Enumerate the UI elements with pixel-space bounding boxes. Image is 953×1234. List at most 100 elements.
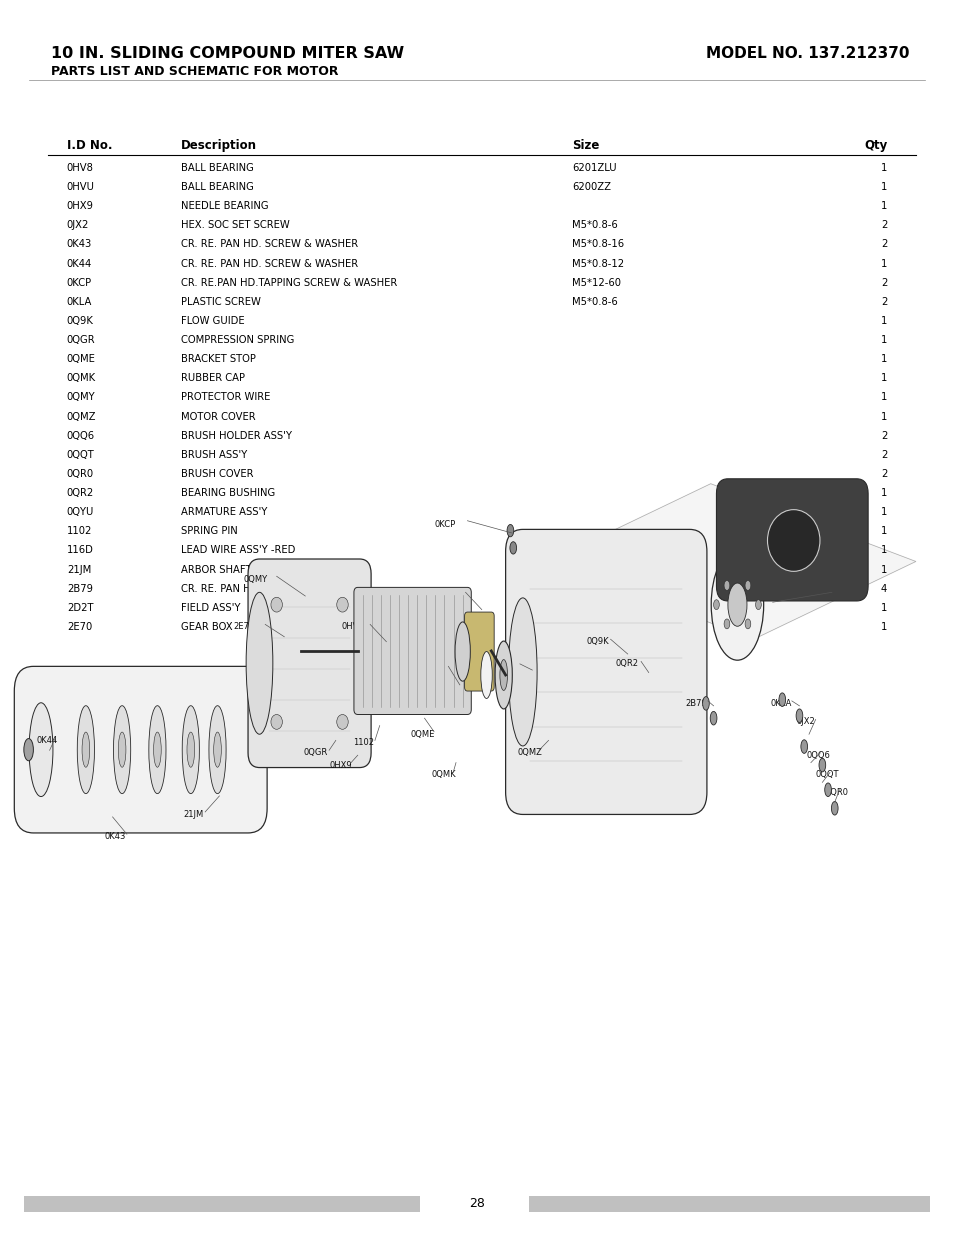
FancyBboxPatch shape <box>529 1196 929 1212</box>
Text: PLASTIC SCREW: PLASTIC SCREW <box>181 297 261 307</box>
FancyBboxPatch shape <box>24 1196 419 1212</box>
Text: PARTS LIST AND SCHEMATIC FOR MOTOR: PARTS LIST AND SCHEMATIC FOR MOTOR <box>51 65 337 79</box>
Text: 1102: 1102 <box>353 738 374 748</box>
Text: 0QYU: 0QYU <box>434 682 456 692</box>
Text: 1: 1 <box>880 336 886 346</box>
Ellipse shape <box>755 600 760 610</box>
Ellipse shape <box>508 598 537 745</box>
Text: 0QGR: 0QGR <box>303 748 327 758</box>
Text: CR. RE.PAN HD.TAPPING SCREW & WASHER: CR. RE.PAN HD.TAPPING SCREW & WASHER <box>181 278 397 288</box>
Ellipse shape <box>480 652 492 698</box>
Text: M5*0.8-35: M5*0.8-35 <box>572 584 624 594</box>
Text: MOTOR COVER: MOTOR COVER <box>181 412 255 422</box>
Text: M5*12-60: M5*12-60 <box>572 278 620 288</box>
Ellipse shape <box>507 524 514 537</box>
Text: 0QQT: 0QQT <box>67 450 94 460</box>
Ellipse shape <box>744 580 750 590</box>
Text: I.D No.: I.D No. <box>67 139 112 153</box>
Text: CR. RE. PAN HD. SCREW & WASHER: CR. RE. PAN HD. SCREW & WASHER <box>181 259 358 269</box>
Ellipse shape <box>187 732 194 768</box>
Text: CR. RE. PAN HD. SCREW & WASHER: CR. RE. PAN HD. SCREW & WASHER <box>181 584 358 594</box>
Ellipse shape <box>118 732 126 768</box>
Text: COMPRESSION SPRING: COMPRESSION SPRING <box>181 336 294 346</box>
Polygon shape <box>548 484 915 639</box>
Text: 6200ZZ: 6200ZZ <box>572 181 611 193</box>
Text: 1: 1 <box>880 412 886 422</box>
Text: 0QMY: 0QMY <box>67 392 95 402</box>
Text: BALL BEARING: BALL BEARING <box>181 163 253 173</box>
Text: 0QR2: 0QR2 <box>67 487 94 499</box>
Ellipse shape <box>24 738 33 760</box>
Text: HEX. SOC SET SCREW: HEX. SOC SET SCREW <box>181 220 290 231</box>
Text: 2: 2 <box>880 431 886 441</box>
Ellipse shape <box>823 784 831 797</box>
Text: 2: 2 <box>880 450 886 460</box>
Ellipse shape <box>30 703 53 797</box>
Ellipse shape <box>336 597 348 612</box>
Text: 0QMK: 0QMK <box>67 373 96 384</box>
Text: 0QMZ: 0QMZ <box>517 748 541 758</box>
Text: 2E70: 2E70 <box>233 622 254 632</box>
Text: 0QMK: 0QMK <box>431 770 456 780</box>
Text: 4: 4 <box>880 584 886 594</box>
Text: M5*0.8-6: M5*0.8-6 <box>572 297 618 307</box>
Text: 116D: 116D <box>505 668 527 677</box>
Text: 0KCP: 0KCP <box>434 520 455 529</box>
Text: 1: 1 <box>880 603 886 613</box>
Ellipse shape <box>271 597 282 612</box>
Text: 1: 1 <box>880 259 886 269</box>
Text: ARBOR SHAFT ASS'Y: ARBOR SHAFT ASS'Y <box>181 565 283 575</box>
Text: 0Q9K: 0Q9K <box>586 637 609 647</box>
Text: 1: 1 <box>880 507 886 517</box>
Text: 1: 1 <box>880 622 886 632</box>
Text: 0JX2: 0JX2 <box>67 220 89 231</box>
Text: 0QME: 0QME <box>67 354 95 364</box>
Text: 2: 2 <box>880 469 886 479</box>
Text: 0QQ6: 0QQ6 <box>805 750 829 760</box>
Text: 1: 1 <box>880 373 886 384</box>
Text: 2E70: 2E70 <box>67 622 91 632</box>
Text: BRACKET STOP: BRACKET STOP <box>181 354 255 364</box>
Text: 1: 1 <box>880 316 886 326</box>
Text: 0QYU: 0QYU <box>67 507 94 517</box>
Text: 0K43: 0K43 <box>67 239 91 249</box>
Text: 0HX9: 0HX9 <box>67 201 93 211</box>
Text: 0KLA: 0KLA <box>770 698 791 708</box>
Text: 0QR0: 0QR0 <box>824 787 847 797</box>
Text: 2B79: 2B79 <box>67 584 92 594</box>
Text: 21JM: 21JM <box>67 565 91 575</box>
Text: SPRING PIN: SPRING PIN <box>181 527 237 537</box>
Ellipse shape <box>701 696 709 711</box>
Text: Qty: Qty <box>863 139 886 153</box>
Text: 1: 1 <box>880 527 886 537</box>
Text: 2: 2 <box>880 220 886 231</box>
Text: 0HX9: 0HX9 <box>329 760 352 770</box>
Text: 2D2T: 2D2T <box>67 603 93 613</box>
Ellipse shape <box>818 758 824 772</box>
Text: 0HVU: 0HVU <box>67 181 94 193</box>
Text: 2D2T: 2D2T <box>834 590 856 600</box>
Text: 1: 1 <box>880 545 886 555</box>
Ellipse shape <box>82 732 90 768</box>
Text: 0QMZ: 0QMZ <box>67 412 96 422</box>
Text: Size: Size <box>572 139 599 153</box>
Text: FIELD ASS'Y: FIELD ASS'Y <box>181 603 240 613</box>
Text: FLOW GUIDE: FLOW GUIDE <box>181 316 245 326</box>
Ellipse shape <box>723 619 729 629</box>
Ellipse shape <box>710 549 762 660</box>
Text: 0JX2: 0JX2 <box>796 717 815 727</box>
Text: 1: 1 <box>880 392 886 402</box>
Text: 116D: 116D <box>67 545 93 555</box>
Text: 0KCP: 0KCP <box>67 278 91 288</box>
Text: 0HV8: 0HV8 <box>67 163 93 173</box>
Text: 2: 2 <box>880 297 886 307</box>
Text: PROTECTOR WIRE: PROTECTOR WIRE <box>181 392 271 402</box>
Ellipse shape <box>509 542 517 554</box>
Text: 0KLA: 0KLA <box>67 297 92 307</box>
Text: 10 IN. SLIDING COMPOUND MITER SAW: 10 IN. SLIDING COMPOUND MITER SAW <box>51 46 403 60</box>
Ellipse shape <box>455 622 470 681</box>
Text: RUBBER CAP: RUBBER CAP <box>181 373 245 384</box>
Ellipse shape <box>182 706 199 793</box>
Text: NEEDLE BEARING: NEEDLE BEARING <box>181 201 269 211</box>
Ellipse shape <box>713 600 719 610</box>
